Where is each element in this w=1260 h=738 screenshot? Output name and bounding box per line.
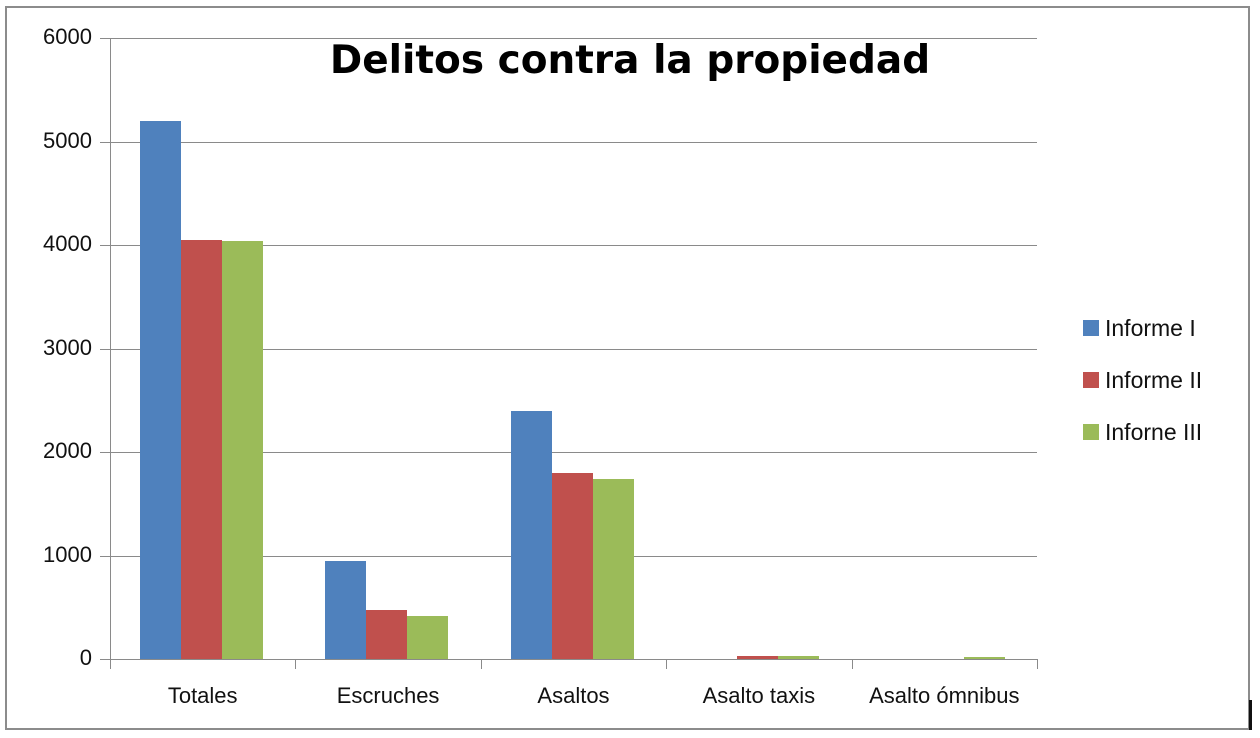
legend-item: Informe I [1083, 302, 1202, 354]
y-tick [100, 452, 110, 453]
x-tick-label: Asalto taxis [702, 683, 816, 708]
x-tick-label: Totales [167, 683, 238, 708]
gridline [110, 38, 1037, 39]
y-tick-label: 3000 [43, 334, 92, 360]
y-tick [100, 659, 110, 660]
chart-title: Delitos contra la propiedad [329, 38, 931, 83]
bar [222, 240, 263, 659]
x-tick [480, 659, 482, 669]
legend-swatch-icon [1083, 424, 1099, 440]
bar [592, 478, 634, 659]
bar [181, 239, 222, 659]
bar [510, 410, 552, 659]
bar [551, 472, 593, 659]
legend-swatch-icon [1083, 320, 1099, 336]
y-tick-label: 1000 [43, 541, 92, 567]
plot-area [100, 38, 1038, 669]
y-tick [100, 348, 110, 350]
legend-item: Informe II [1083, 354, 1202, 406]
bar [407, 615, 449, 659]
y-tick [100, 555, 110, 557]
y-tick-label: 0 [79, 645, 92, 670]
y-tick-label: 5000 [43, 127, 92, 153]
legend-label: Informe II [1105, 366, 1203, 393]
bar [737, 655, 779, 659]
y-tick-label: 2000 [43, 438, 92, 463]
x-tick [295, 659, 297, 669]
bar [140, 120, 181, 659]
text-cursor [1249, 700, 1252, 730]
legend-swatch-icon [1083, 372, 1099, 388]
x-tick [1037, 659, 1038, 669]
x-tick [851, 659, 853, 669]
y-tick-label: 6000 [43, 24, 92, 49]
bar [366, 610, 408, 659]
gridline [110, 452, 1037, 453]
legend-label: Informe I [1105, 314, 1196, 341]
bar [778, 655, 820, 659]
bar [963, 657, 1005, 659]
gridline [110, 348, 1037, 350]
y-tick [100, 245, 110, 246]
x-tick-label: Asalto ómnibus [869, 683, 1020, 708]
legend-item: Inforne III [1083, 406, 1202, 458]
gridline [110, 245, 1037, 246]
x-tick [666, 659, 668, 669]
y-tick [100, 141, 110, 143]
x-tick-label: Escruches [336, 683, 440, 708]
y-tick [100, 38, 110, 39]
legend: Informe I Informe II Inforne III [1083, 302, 1202, 458]
x-tick-label: Asaltos [537, 683, 610, 708]
bar [325, 560, 367, 659]
y-tick-label: 4000 [43, 231, 92, 256]
x-axis [110, 659, 1037, 660]
gridline [110, 141, 1037, 143]
legend-label: Inforne III [1105, 418, 1203, 445]
x-tick [110, 659, 111, 669]
